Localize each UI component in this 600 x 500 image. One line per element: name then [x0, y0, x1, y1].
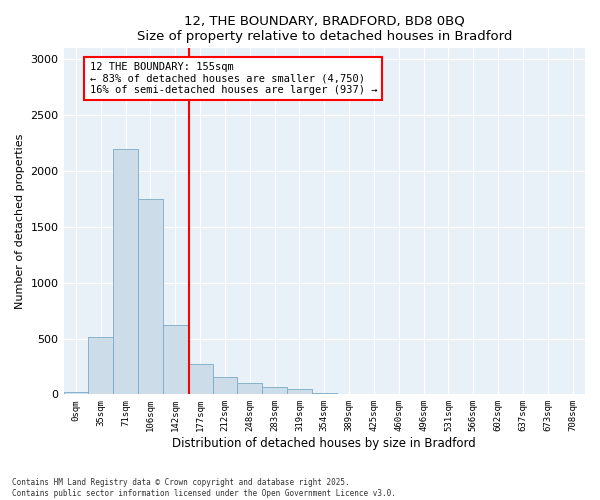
X-axis label: Distribution of detached houses by size in Bradford: Distribution of detached houses by size …	[172, 437, 476, 450]
Bar	[287, 390, 312, 394]
Bar	[163, 325, 188, 394]
Y-axis label: Number of detached properties: Number of detached properties	[15, 134, 25, 309]
Bar	[188, 364, 212, 394]
Bar	[88, 338, 113, 394]
Bar	[262, 387, 287, 394]
Title: 12, THE BOUNDARY, BRADFORD, BD8 0BQ
Size of property relative to detached houses: 12, THE BOUNDARY, BRADFORD, BD8 0BQ Size…	[137, 15, 512, 43]
Bar	[212, 377, 238, 394]
Bar	[64, 392, 88, 394]
Bar	[138, 199, 163, 394]
Bar	[238, 383, 262, 394]
Bar	[312, 392, 337, 394]
Bar	[113, 149, 138, 394]
Text: Contains HM Land Registry data © Crown copyright and database right 2025.
Contai: Contains HM Land Registry data © Crown c…	[12, 478, 396, 498]
Text: 12 THE BOUNDARY: 155sqm
← 83% of detached houses are smaller (4,750)
16% of semi: 12 THE BOUNDARY: 155sqm ← 83% of detache…	[89, 62, 377, 95]
